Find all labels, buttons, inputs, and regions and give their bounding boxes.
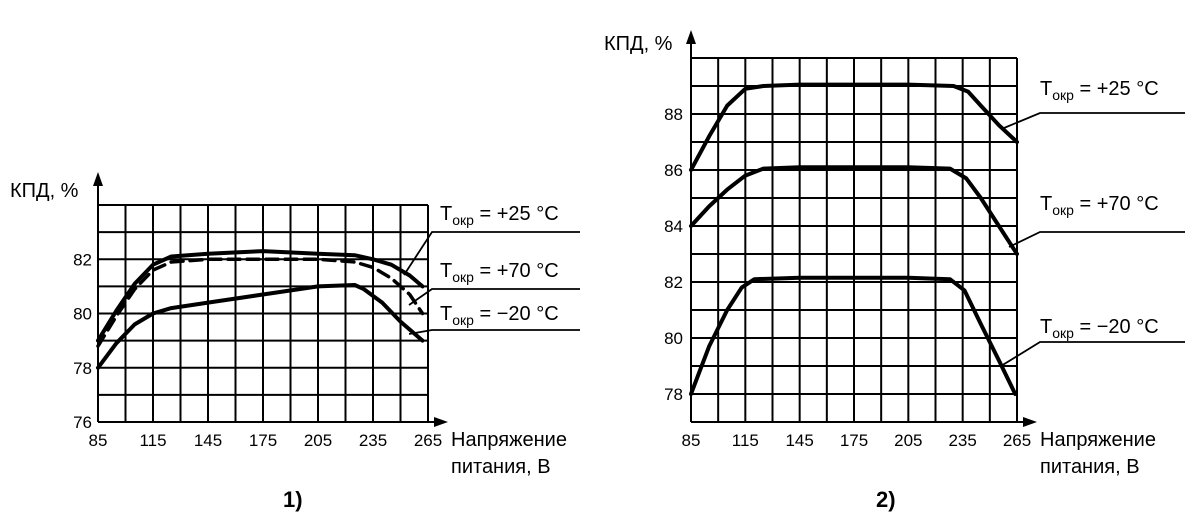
x-tick-label: 85 [682, 431, 701, 450]
y-tick-label: 78 [73, 359, 92, 378]
series-line-3 [689, 275, 1018, 396]
legend-entry: Tокр = −20 °C [1040, 316, 1159, 341]
y-tick-label: 86 [664, 161, 683, 180]
x-tick-label: 175 [840, 431, 868, 450]
x-axis-arrow-icon [434, 417, 448, 427]
series-line-1 [96, 249, 425, 343]
x-tick-label: 205 [304, 431, 332, 450]
legend-leader-line [408, 288, 580, 306]
x-tick-label: 235 [359, 431, 387, 450]
panel-label: 2) [876, 487, 896, 512]
y-tick-label: 82 [73, 250, 92, 269]
chart-panel-1: КПД, % 76 78 80 82 85 115 145 175 205 235 265 Напряж… [10, 172, 580, 512]
x-axis-label-line: Напряжение [451, 429, 567, 451]
legend-entry: Tокр = +25 °C [1040, 78, 1159, 103]
y-tick-label: 80 [664, 329, 683, 348]
legend-leader-line [403, 231, 580, 276]
legend-entry: Tокр = +25 °C [440, 203, 559, 228]
panel-label: 1) [283, 487, 303, 512]
series-line-1 [689, 82, 1019, 172]
y-axis-arrow-icon [93, 172, 103, 186]
series-line-2 [96, 257, 425, 348]
x-axis-label-line: питания, В [1040, 456, 1140, 478]
x-tick-label: 115 [139, 431, 166, 450]
x-axis-arrow-icon [1023, 417, 1037, 427]
y-tick-label: 80 [73, 305, 92, 324]
x-tick-label: 175 [249, 431, 277, 450]
legend-leader-line [1008, 231, 1185, 248]
x-tick-label: 265 [1003, 431, 1031, 450]
y-axis-arrow-icon [686, 30, 696, 44]
x-tick-label: 145 [785, 431, 813, 450]
x-tick-label: 85 [89, 431, 108, 450]
series-line-3 [96, 283, 425, 370]
x-axis-label-line: Напряжение [1040, 429, 1156, 451]
chart-panel-2: КПД, % 78 80 82 84 86 88 85 115 145 175 205 235 265 На… [604, 30, 1185, 512]
y-tick-label: 88 [664, 105, 683, 124]
series-line-2 [689, 165, 1019, 256]
x-tick-label: 115 [732, 431, 759, 450]
x-tick-label: 205 [894, 431, 922, 450]
y-tick-label: 84 [664, 217, 683, 236]
y-tick-label: 82 [664, 273, 683, 292]
y-axis-label: КПД, % [604, 33, 673, 55]
y-axis-label: КПД, % [10, 180, 79, 202]
x-tick-label: 145 [194, 431, 222, 450]
x-axis-label-line: питания, В [451, 456, 551, 478]
y-tick-label: 76 [73, 413, 92, 432]
y-tick-label: 78 [664, 385, 683, 404]
x-tick-label: 235 [948, 431, 976, 450]
legend-leader-line [408, 329, 580, 335]
legend-entry: Tокр = +70 °C [440, 260, 559, 285]
legend-entry: Tокр = +70 °C [1040, 193, 1159, 218]
legend-leader-line [1000, 341, 1185, 367]
legend-leader-line [1003, 112, 1185, 129]
x-tick-label: 265 [414, 431, 442, 450]
legend-entry: Tокр = −20 °C [440, 303, 559, 328]
